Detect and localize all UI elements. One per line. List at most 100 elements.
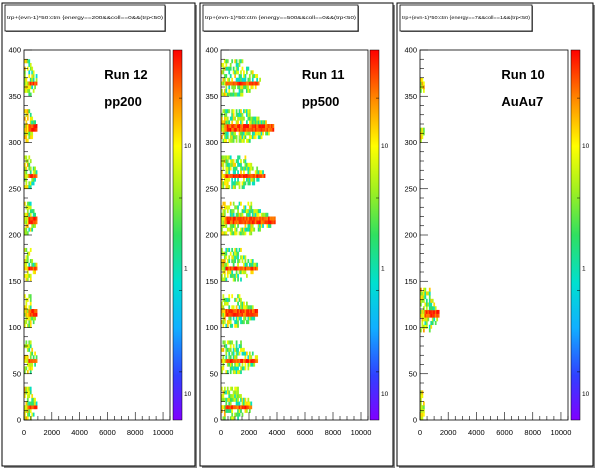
heatmap-cell	[266, 212, 269, 217]
heatmap-cell	[250, 355, 253, 360]
heatmap-cell	[247, 124, 250, 128]
heatmap-cell	[257, 81, 260, 86]
heatmap-cell	[228, 155, 231, 160]
y-tick-label: 250	[8, 184, 21, 193]
heatmap-cell	[231, 416, 234, 421]
heatmap-cell	[34, 170, 36, 175]
heatmap-cell	[226, 323, 229, 328]
heatmap-cell	[235, 266, 238, 271]
heatmap-cell	[232, 397, 235, 402]
heatmap-cell	[222, 220, 225, 225]
heatmap-cell	[225, 401, 228, 406]
heatmap-cell	[244, 81, 247, 86]
heatmap-cell	[240, 347, 242, 352]
heatmap-cell	[237, 358, 239, 363]
heatmap-cell	[229, 223, 232, 228]
heatmap-cell	[248, 309, 251, 313]
heatmap-cell	[29, 112, 32, 117]
heatmap-cell	[234, 181, 236, 186]
heatmap-cell	[253, 312, 256, 317]
heatmap-cell	[225, 62, 228, 67]
heatmap-cell	[245, 120, 248, 125]
heatmap-cell	[245, 266, 248, 271]
heatmap-cell	[232, 66, 235, 71]
heatmap-cell	[228, 259, 231, 264]
heatmap-cell	[238, 358, 241, 363]
heatmap-cell	[421, 416, 424, 421]
heatmap-cell	[223, 255, 226, 260]
heatmap-cell	[229, 362, 232, 367]
heatmap-cell	[25, 301, 28, 306]
heatmap-cell	[425, 302, 428, 307]
heatmap-cell	[222, 259, 225, 264]
heatmap-cell	[223, 88, 226, 93]
heatmap-cell	[235, 297, 238, 302]
heatmap-cell	[250, 316, 253, 321]
x-tick-label: 6000	[496, 428, 513, 437]
heatmap-cell	[28, 173, 31, 178]
y-tick-label: 250	[205, 184, 218, 193]
heatmap-cell	[31, 74, 34, 79]
heatmap-cell	[226, 181, 229, 186]
heatmap-cell	[243, 270, 245, 275]
heatmap-cell	[223, 138, 226, 143]
heatmap-cell	[229, 386, 232, 391]
system-label: AuAu7	[501, 94, 543, 109]
heatmap-cell	[238, 270, 241, 275]
heatmap-cell	[237, 181, 239, 186]
heatmap-cell	[427, 309, 430, 314]
heatmap-cell	[241, 59, 244, 64]
heatmap-cell	[256, 120, 259, 125]
heatmap-cell	[250, 362, 253, 367]
heatmap-cell	[221, 127, 223, 132]
heatmap-cell	[237, 309, 239, 313]
heatmap-cell	[243, 358, 245, 363]
heatmap-cell	[240, 247, 242, 252]
heatmap-cell	[28, 386, 31, 391]
heatmap-cell	[222, 394, 225, 399]
heatmap-cell	[237, 408, 239, 413]
heatmap-cell	[32, 212, 35, 217]
heatmap-cell	[225, 135, 228, 140]
heatmap-cell	[231, 259, 234, 264]
heatmap-cell	[228, 170, 231, 175]
heatmap-cell	[232, 88, 235, 93]
heatmap-cell	[266, 127, 269, 132]
x-tick-label: 8000	[127, 428, 144, 437]
heatmap-cell	[231, 231, 234, 236]
heatmap-cell	[24, 416, 26, 421]
heatmap-cell	[243, 138, 245, 143]
heatmap-cell	[25, 120, 28, 125]
heatmap-cell	[25, 216, 28, 221]
heatmap-cell	[237, 159, 239, 164]
heatmap-cell	[436, 309, 439, 314]
heatmap-cell	[226, 177, 229, 182]
heatmap-cell	[25, 405, 28, 410]
heatmap-cell	[26, 401, 29, 406]
heatmap-cell	[228, 66, 231, 71]
heatmap-cell	[229, 131, 232, 136]
heatmap-cell	[420, 127, 422, 132]
heatmap-cell	[247, 397, 250, 402]
heatmap-cell	[243, 116, 245, 121]
heatmap-cell	[229, 416, 232, 421]
heatmap-cell	[235, 127, 238, 132]
heatmap-cell	[221, 227, 223, 232]
heatmap-cell	[223, 209, 226, 214]
heatmap-cell	[235, 405, 238, 410]
heatmap-cell	[256, 266, 259, 271]
heatmap-cell	[431, 313, 434, 318]
heatmap-cell	[226, 266, 229, 271]
heatmap-cell	[34, 266, 36, 271]
heatmap-cell	[238, 74, 241, 79]
heatmap-cell	[25, 173, 28, 178]
y-tick-label: 50	[409, 369, 417, 378]
heatmap-cell	[238, 231, 241, 236]
heatmap-cell	[253, 227, 256, 232]
heatmap-cell	[28, 366, 31, 371]
heatmap-cell	[32, 74, 35, 79]
heatmap-cell	[247, 66, 250, 71]
heatmap-cell	[24, 358, 26, 363]
heatmap-cell	[238, 173, 241, 178]
heatmap-cell	[244, 155, 247, 160]
